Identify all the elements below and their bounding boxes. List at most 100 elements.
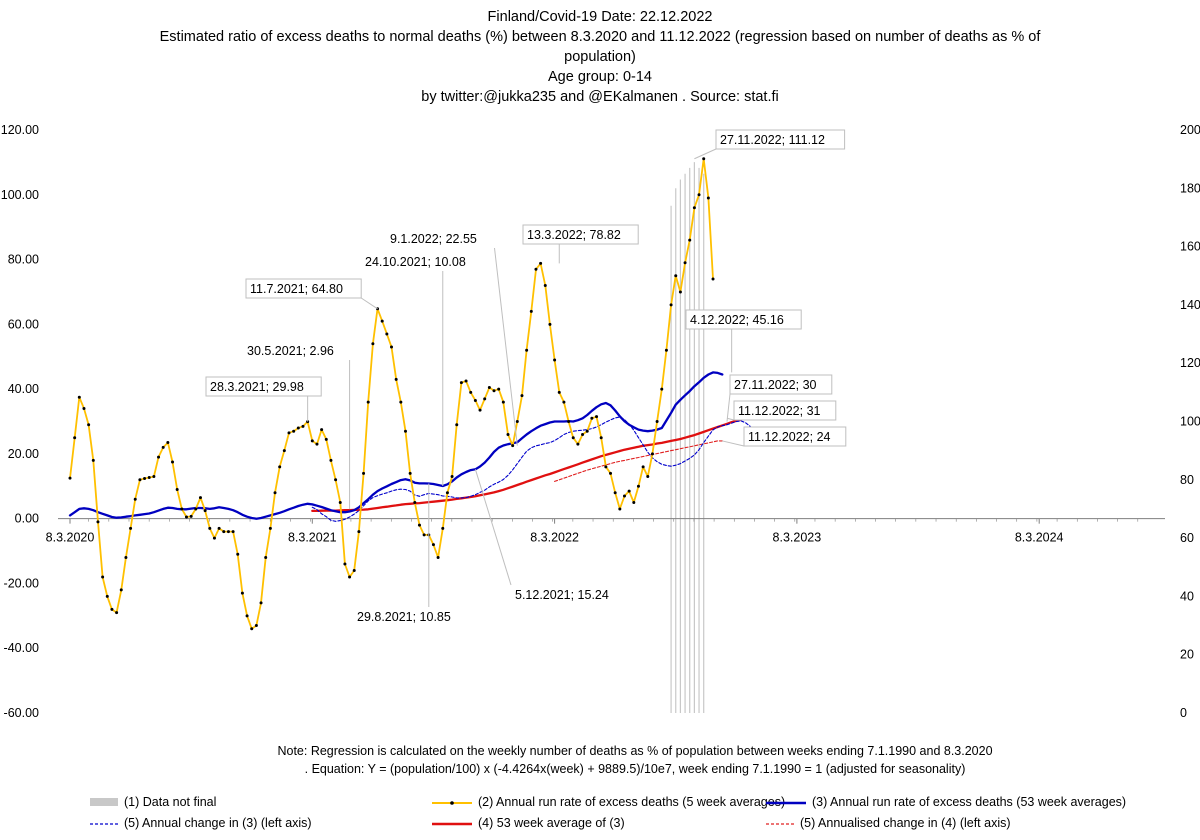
legend-item-bluedash: (5) Annual change in (3) (left axis) xyxy=(90,816,312,830)
data-point xyxy=(692,206,696,210)
data-point xyxy=(157,455,161,459)
legend-label: (5) Annual change in (3) (left axis) xyxy=(124,816,312,830)
title-line-5: by twitter:@jukka235 and @EKalmanen . So… xyxy=(421,89,779,105)
annotation-callout: 28.3.2021; 29.98 xyxy=(205,376,322,422)
data-point xyxy=(506,432,510,436)
data-point xyxy=(380,319,384,323)
data-point xyxy=(450,475,454,479)
annotation-label: 30.5.2021; 2.96 xyxy=(247,344,334,358)
data-point xyxy=(688,238,692,242)
legend-label: (4) 53 week average of (3) xyxy=(478,816,625,830)
data-point xyxy=(669,303,673,307)
data-point xyxy=(96,520,100,524)
y-tick-right: 100 xyxy=(1180,415,1200,429)
y-tick-left: 40.00 xyxy=(8,382,39,396)
data-point xyxy=(110,607,114,611)
data-point xyxy=(115,611,119,615)
legend-label: (2) Annual run rate of excess deaths (5 … xyxy=(478,795,786,809)
data-point xyxy=(609,471,613,475)
y-tick-left: 80.00 xyxy=(8,253,39,267)
data-point xyxy=(282,449,286,453)
legend-swatch-blue xyxy=(766,797,806,807)
data-point xyxy=(664,348,668,352)
data-point xyxy=(408,471,412,475)
data-point xyxy=(343,562,347,566)
data-point xyxy=(483,397,487,401)
data-point xyxy=(310,439,314,443)
x-tick-label: 8.3.2024 xyxy=(1015,531,1064,545)
data-point xyxy=(641,465,645,469)
x-tick-label: 8.3.2020 xyxy=(46,531,95,545)
data-point xyxy=(231,530,235,534)
data-point xyxy=(198,496,202,500)
annotation-box xyxy=(715,129,846,150)
x-tick-label: 8.3.2022 xyxy=(530,531,579,545)
annotation-label: 4.12.2022; 45.16 xyxy=(690,313,784,327)
footnote: Note: Regression is calculated on the we… xyxy=(0,742,1200,778)
y-tick-right: 180 xyxy=(1180,181,1200,195)
data-point xyxy=(189,514,193,518)
data-point xyxy=(129,526,133,530)
data-point xyxy=(362,471,366,475)
data-point xyxy=(212,536,216,540)
data-point xyxy=(413,500,417,504)
data-point xyxy=(184,515,188,519)
data-point xyxy=(543,283,547,287)
legend-swatch-reddash xyxy=(766,818,794,828)
annotation-callout: 11.12.2022; 31 xyxy=(726,400,837,421)
x-tick-label: 8.3.2021 xyxy=(288,531,337,545)
data-point xyxy=(618,507,622,511)
data-point xyxy=(357,530,361,534)
annotation-callout: 27.11.2022; 30 xyxy=(726,374,833,422)
data-point xyxy=(595,415,599,419)
data-point xyxy=(352,568,356,572)
data-point xyxy=(711,277,715,281)
legend-item-red: (4) 53 week average of (3) xyxy=(432,816,625,830)
data-point xyxy=(82,407,86,411)
y-tick-left: 60.00 xyxy=(8,317,39,331)
y-tick-right: 120 xyxy=(1180,356,1200,370)
data-point xyxy=(87,423,91,427)
chart-title: Finland/Covid-19 Date: 22.12.2022 Estima… xyxy=(0,7,1200,107)
title-line-1: Finland/Covid-19 Date: 22.12.2022 xyxy=(487,9,713,25)
data-point xyxy=(431,543,435,547)
annotation-box xyxy=(729,374,833,395)
data-point xyxy=(436,556,440,560)
annotation-label: 29.8.2021; 10.85 xyxy=(357,610,451,624)
data-point xyxy=(324,437,328,441)
annotation-leader xyxy=(722,440,745,447)
legend-label: (1) Data not final xyxy=(124,795,217,809)
annotation-leader xyxy=(694,148,717,160)
data-point xyxy=(581,432,585,436)
title-line-4: Age group: 0-14 xyxy=(548,69,652,85)
y-tick-right: 80 xyxy=(1180,473,1194,487)
data-point xyxy=(464,379,468,383)
data-point xyxy=(585,429,589,433)
data-point xyxy=(73,436,77,440)
data-point xyxy=(613,491,617,495)
data-point xyxy=(166,441,170,445)
data-point xyxy=(487,385,491,389)
annotation-leader xyxy=(494,247,518,446)
legend-swatch-red xyxy=(432,818,472,828)
data-point xyxy=(469,390,473,394)
data-point xyxy=(567,420,571,423)
data-point xyxy=(203,509,207,513)
y-tick-left: 0.00 xyxy=(15,512,39,526)
legend-item-yellow: (2) Annual run rate of excess deaths (5 … xyxy=(432,795,785,809)
y-tick-right: 140 xyxy=(1180,298,1200,312)
data-point xyxy=(455,423,459,427)
data-point xyxy=(557,390,561,394)
y-tick-left: 100.00 xyxy=(1,188,39,202)
data-point xyxy=(497,387,501,391)
y-tick-right: 200 xyxy=(1180,123,1200,137)
data-point xyxy=(101,575,105,579)
data-point xyxy=(576,442,580,446)
data-point xyxy=(273,491,277,495)
data-point xyxy=(655,420,659,423)
data-point xyxy=(278,465,282,469)
series-line-reddash xyxy=(554,440,723,482)
data-point xyxy=(222,530,226,534)
y-tick-right: 20 xyxy=(1180,648,1194,662)
data-point xyxy=(683,261,687,265)
